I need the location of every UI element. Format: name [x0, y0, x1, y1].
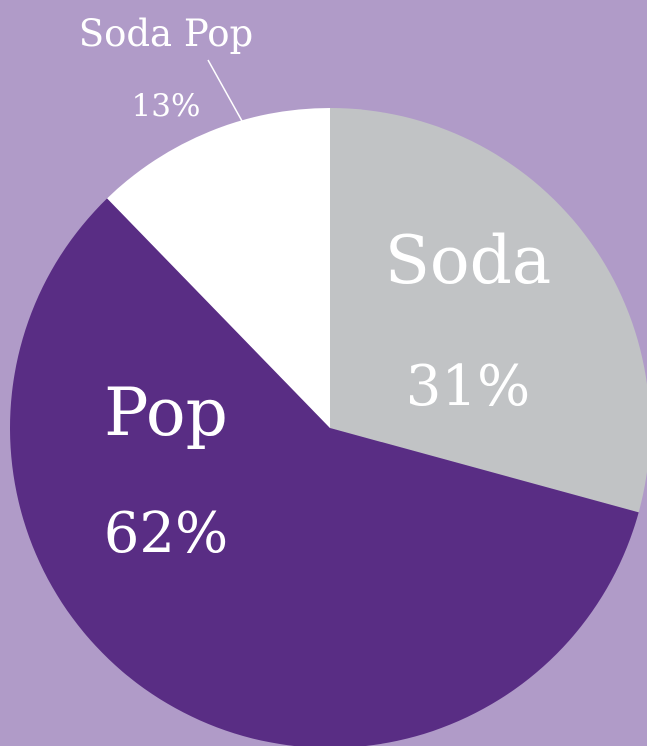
slice-value-soda: 31% — [406, 354, 530, 419]
soda-pop-leader-line — [207, 59, 243, 122]
pie-slices — [10, 108, 647, 746]
slice-value-soda-pop: 13% — [132, 88, 201, 124]
slice-label-soda-pop: Soda Pop — [79, 12, 254, 55]
pie-slice-soda — [330, 108, 647, 513]
slice-label-pop: Pop — [104, 374, 228, 451]
slice-label-soda: Soda — [385, 222, 552, 299]
pie-slice-pop — [10, 198, 639, 746]
pie-slice-soda-pop — [107, 108, 330, 428]
slice-value-pop: 62% — [104, 501, 228, 566]
